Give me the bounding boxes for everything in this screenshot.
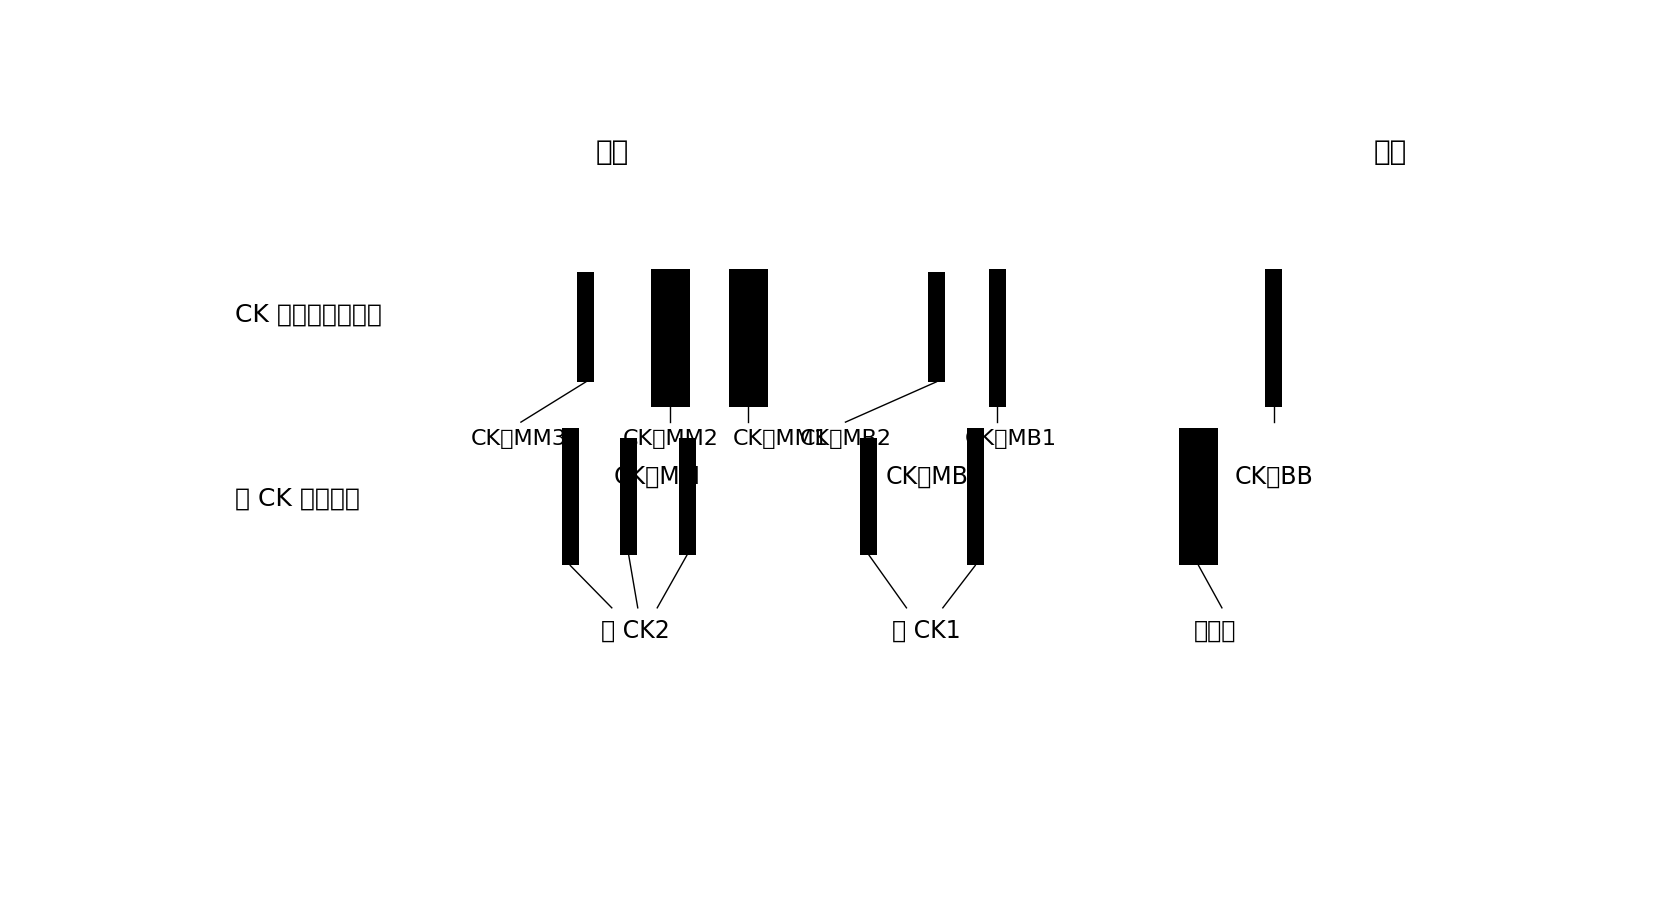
Text: 巨 CK2: 巨 CK2	[601, 618, 670, 643]
Text: 巨 CK 电泳位置: 巨 CK 电泳位置	[235, 486, 360, 511]
Text: 白蛋白: 白蛋白	[1194, 618, 1236, 643]
Text: CK－MM3: CK－MM3	[471, 429, 566, 449]
Text: CK 同工酶电泳位置: CK 同工酶电泳位置	[235, 303, 382, 326]
Bar	[650, 269, 690, 406]
Bar	[861, 438, 878, 555]
Bar	[1265, 269, 1283, 406]
Text: CK－MB2: CK－MB2	[799, 429, 891, 449]
Text: 巨 CK1: 巨 CK1	[891, 618, 960, 643]
Bar	[578, 272, 595, 381]
Text: CK－MM1: CK－MM1	[732, 429, 829, 449]
Text: CK－MB1: CK－MB1	[965, 429, 1057, 449]
Bar	[988, 269, 1005, 406]
Text: CK－BB: CK－BB	[1234, 465, 1313, 489]
Bar	[966, 427, 983, 566]
Bar	[678, 438, 695, 555]
Bar	[620, 438, 636, 555]
Text: CK－MB: CK－MB	[886, 465, 968, 489]
Bar	[729, 269, 767, 406]
Text: 阴极: 阴极	[595, 138, 628, 166]
Text: 阳极: 阳极	[1374, 138, 1407, 166]
Bar	[1179, 427, 1218, 566]
Text: CK－MM2: CK－MM2	[623, 429, 719, 449]
Bar	[561, 427, 578, 566]
Bar	[928, 272, 945, 381]
Text: CK－MM: CK－MM	[613, 465, 700, 489]
